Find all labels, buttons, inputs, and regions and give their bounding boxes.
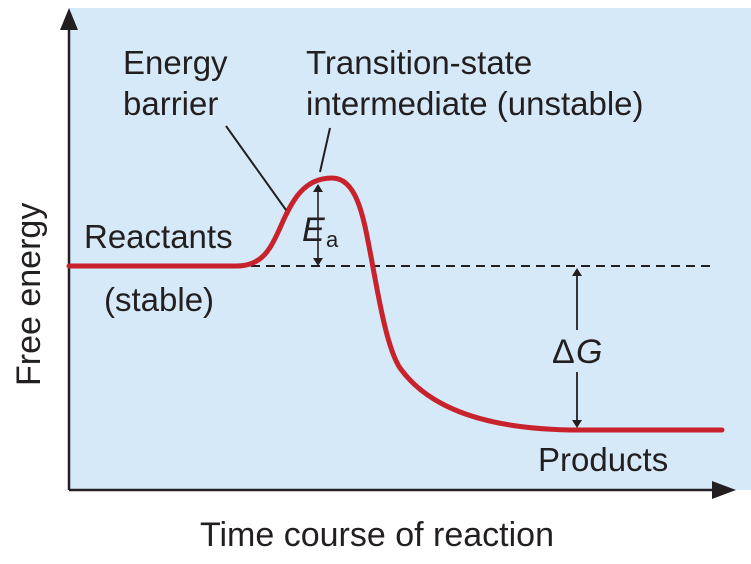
reactants-label-line1: Reactants <box>84 218 233 255</box>
delta-g-label-backdrop <box>548 330 612 372</box>
x-axis-label: Time course of reaction <box>200 516 554 554</box>
gibbs-g-symbol: G <box>576 333 602 371</box>
transition-state-label-line1: Transition-state <box>306 44 532 81</box>
activation-energy-subscript: a <box>326 227 339 252</box>
reactants-label-line2: (stable) <box>104 281 214 318</box>
y-axis-label: Free energy <box>10 203 48 386</box>
products-label: Products <box>538 441 668 478</box>
activation-energy-symbol: E <box>302 211 325 249</box>
reaction-curve <box>66 175 725 433</box>
energy-barrier-leader-line <box>225 125 287 211</box>
energy-barrier-label-line2: barrier <box>123 85 218 122</box>
transition-state-leader-line <box>319 127 331 173</box>
plot-panel <box>69 8 751 490</box>
energy-barrier-label-line1: Energy <box>123 44 228 81</box>
delta-symbol: Δ <box>552 333 575 371</box>
y-axis-arrowhead <box>60 8 78 30</box>
x-axis-arrowhead <box>712 481 736 499</box>
transition-state-label-line2: intermediate (unstable) <box>306 85 644 122</box>
